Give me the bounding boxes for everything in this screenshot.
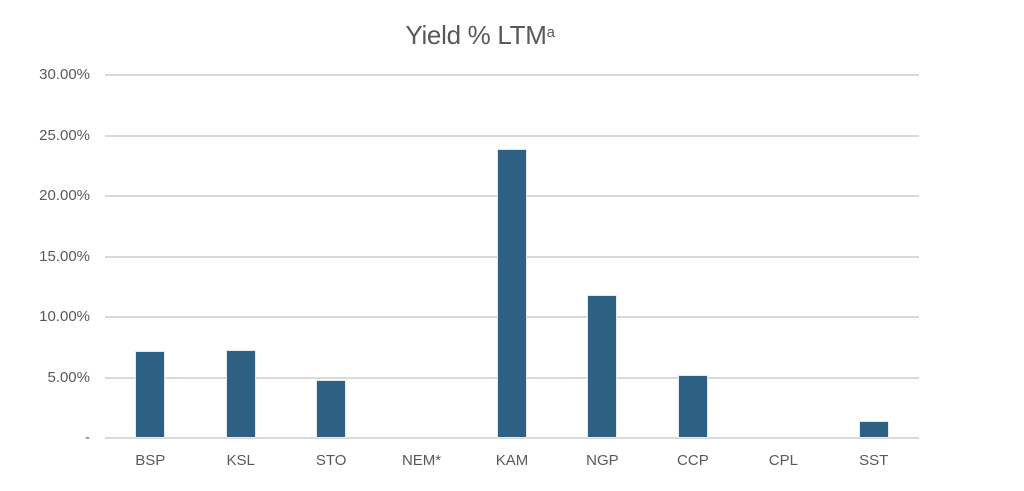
bar-KSL <box>225 349 256 438</box>
gridline-30 <box>105 74 919 76</box>
chart-title: Yield % LTMa <box>0 20 960 50</box>
gridline-0 <box>105 437 919 439</box>
x-axis-label-STO: STO <box>315 452 347 469</box>
chart-title-text: Yield % LTM <box>405 20 547 50</box>
bar-BSP <box>135 350 166 438</box>
bar-KAM <box>497 148 527 438</box>
y-tick-label-5: 5.00% <box>47 368 90 386</box>
x-axis-label-CCP: CCP <box>677 452 709 469</box>
x-axis-label-KAM: KAM <box>495 452 529 469</box>
bar-NGP <box>587 295 618 438</box>
y-tick-label-10: 10.00% <box>39 308 90 325</box>
x-axis-label-NGP: NGP <box>586 452 619 469</box>
y-tick-label-25: 25.00% <box>39 126 90 144</box>
x-axis-label-SST: SST <box>859 452 889 469</box>
y-tick-label-20: 20.00% <box>39 187 90 204</box>
chart-title-superscript: a <box>546 24 555 41</box>
x-axis-label-BSP: BSP <box>135 452 166 469</box>
yield-ltm-bar-chart: Yield % LTMa 30.00% 25.00% 20.00% 15.00% 10.… <box>0 20 960 469</box>
bar-CCP <box>677 375 708 438</box>
x-axis-label-KSL: KSL <box>226 452 255 469</box>
x-axis-label-NEM: NEM* <box>401 452 442 469</box>
bar-STO <box>316 379 347 438</box>
x-axis-label-CPL: CPL <box>768 452 798 469</box>
y-tick-label-0: - <box>85 429 90 446</box>
plot-area <box>105 74 919 439</box>
gridline-25 <box>105 134 919 137</box>
bar-SST <box>858 421 889 438</box>
y-tick-label-30: 30.00% <box>39 66 90 83</box>
y-tick-label-15: 15.00% <box>39 247 90 265</box>
